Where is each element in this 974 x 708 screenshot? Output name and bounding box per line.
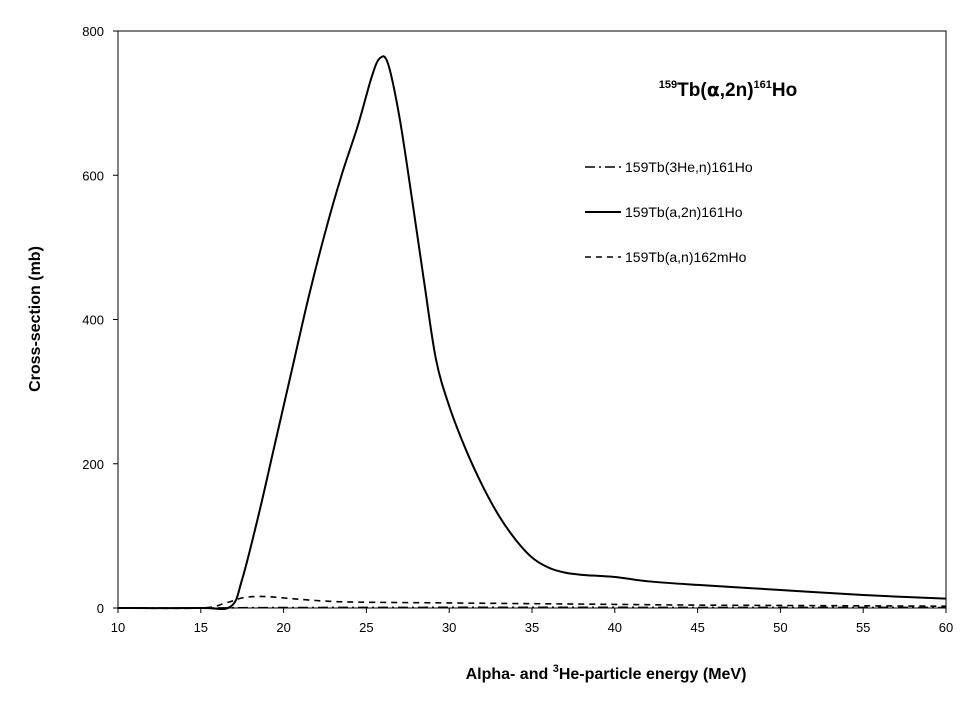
series-a-n-162mho-line [117,595,947,610]
chart-title: 159Tb(α,2n)161Ho [659,79,797,101]
title-part-1: Tb( [677,80,707,101]
title-part-2: ,2n) [720,80,754,101]
x-tick-label: 15 [194,620,208,635]
x-axis-title-part-1: Alpha- and [466,666,553,683]
legend-label: 159Tb(a,n)162mHo [625,249,747,265]
y-tick-label: 400 [82,313,104,328]
legend-entry-a-n-162mho: 159Tb(a,n)162mHo [585,249,747,265]
y-tick-label: 0 [97,601,104,616]
x-tick-label: 60 [939,620,953,635]
series-layer [117,55,947,611]
x-tick-label: 25 [359,620,373,635]
title-part-3: Ho [772,80,797,101]
x-tick-label: 35 [525,620,539,635]
legend-label: 159Tb(a,2n)161Ho [625,204,743,220]
y-tick-label: 600 [82,168,104,183]
y-tick-label: 200 [82,457,104,472]
title-pre-superscript: 159 [659,79,677,91]
x-axis-title-superscript: 3 [553,663,559,675]
title-greek-alpha: α [707,79,720,101]
y-axis-ticks: 0 200 400 600 800 [82,24,118,616]
x-axis-title-part-2: He-particle energy (MeV) [559,666,747,683]
x-tick-label: 50 [773,620,787,635]
x-tick-label: 40 [608,620,622,635]
legend-label: 159Tb(3He,n)161Ho [625,159,753,175]
legend: 159Tb(3He,n)161Ho 159Tb(a,2n)161Ho 159Tb(a… [585,159,753,265]
x-tick-label: 45 [690,620,704,635]
y-axis-title: Cross-section (mb) [27,246,44,392]
x-axis-ticks: 10 15 20 25 30 35 40 45 50 55 60 [111,608,953,635]
legend-entry-3he-n-161ho: 159Tb(3He,n)161Ho [585,159,753,175]
series-a-2n-161ho-line [117,55,947,611]
plot-area-frame [117,30,947,609]
x-tick-label: 20 [276,620,290,635]
x-axis-title: Alpha- and 3He-particle energy (MeV) [466,663,747,683]
title-mid-superscript: 161 [754,79,772,91]
series-3he-n-161ho-line [117,606,947,609]
x-tick-label: 55 [856,620,870,635]
y-tick-label: 800 [82,24,104,39]
x-tick-label: 30 [442,620,456,635]
legend-entry-a-2n-161ho: 159Tb(a,2n)161Ho [585,204,743,220]
x-tick-label: 10 [111,620,125,635]
